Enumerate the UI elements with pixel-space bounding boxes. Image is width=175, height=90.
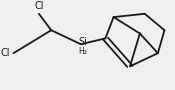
Text: Si: Si xyxy=(78,37,87,47)
Text: Cl: Cl xyxy=(34,1,44,11)
Text: H₂: H₂ xyxy=(78,47,87,56)
Text: Cl: Cl xyxy=(1,48,10,58)
